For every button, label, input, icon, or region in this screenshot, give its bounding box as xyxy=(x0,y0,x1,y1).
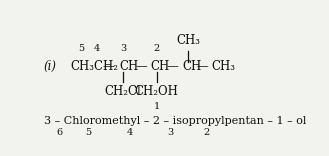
Text: 2: 2 xyxy=(203,128,209,137)
Text: 4: 4 xyxy=(93,44,100,53)
Text: CH₃: CH₃ xyxy=(212,60,236,73)
Text: CH₂Cl: CH₂Cl xyxy=(105,85,141,98)
Text: CH: CH xyxy=(182,60,201,73)
Text: 4: 4 xyxy=(127,128,133,137)
Text: —: — xyxy=(135,60,147,73)
Text: 3: 3 xyxy=(120,44,126,53)
Text: (i): (i) xyxy=(44,60,57,73)
Text: 6: 6 xyxy=(56,128,63,137)
Text: CH: CH xyxy=(119,60,138,73)
Text: 2: 2 xyxy=(154,44,160,53)
Text: 5: 5 xyxy=(78,44,85,53)
Text: 3: 3 xyxy=(167,128,174,137)
Text: CH₂OH: CH₂OH xyxy=(135,85,179,98)
Text: CH₃: CH₃ xyxy=(176,34,200,47)
Text: CH₃CH₂: CH₃CH₂ xyxy=(70,60,118,73)
Text: —: — xyxy=(103,60,114,73)
Text: —: — xyxy=(197,60,209,73)
Text: CH: CH xyxy=(151,60,170,73)
Text: —: — xyxy=(166,60,178,73)
Text: 5: 5 xyxy=(85,128,91,137)
Text: 3 – Chloromethyl – 2 – isopropylpentan – 1 – ol: 3 – Chloromethyl – 2 – isopropylpentan –… xyxy=(44,116,306,126)
Text: 1: 1 xyxy=(154,102,160,111)
